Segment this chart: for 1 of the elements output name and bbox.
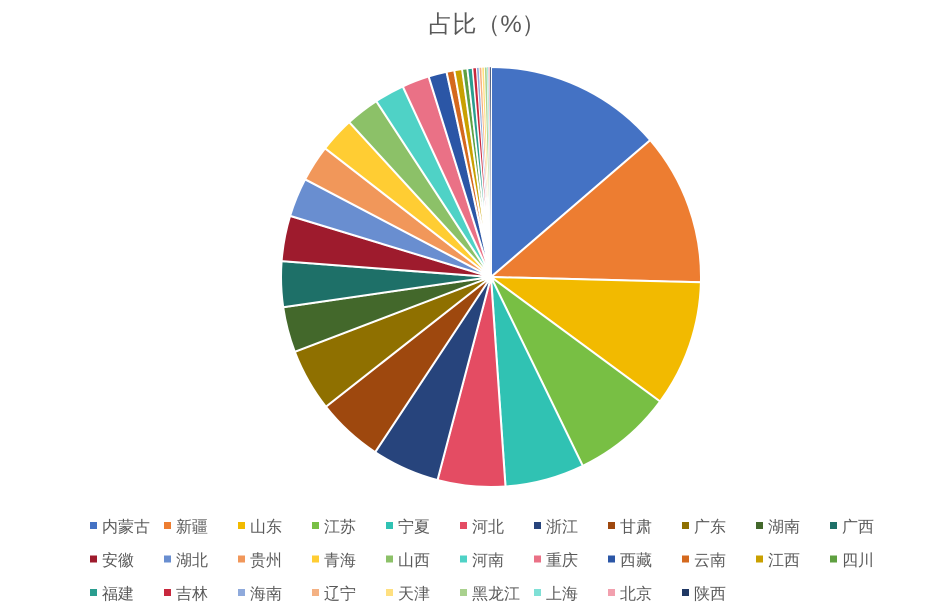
title: 占比（%） (428, 11, 546, 38)
